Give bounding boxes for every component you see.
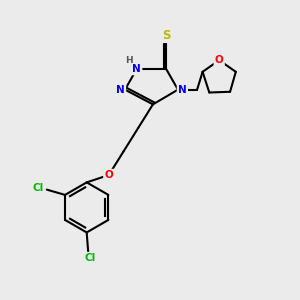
Text: N: N bbox=[116, 85, 125, 94]
Text: O: O bbox=[215, 55, 224, 65]
Text: N: N bbox=[132, 64, 141, 74]
Text: S: S bbox=[162, 29, 170, 42]
Text: O: O bbox=[104, 170, 113, 180]
Text: Cl: Cl bbox=[33, 183, 44, 193]
Text: Cl: Cl bbox=[84, 253, 95, 263]
Text: H: H bbox=[125, 56, 132, 65]
Text: N: N bbox=[178, 85, 187, 94]
